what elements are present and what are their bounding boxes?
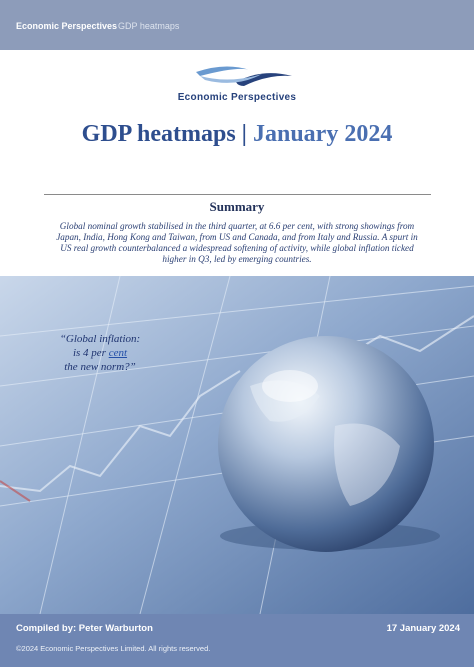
quote-line: is 4 per cent bbox=[40, 346, 160, 360]
copyright: ©2024 Economic Perspectives Limited. All… bbox=[16, 644, 211, 653]
divider bbox=[44, 194, 431, 195]
footer: Compiled by: Peter Warburton 17 January … bbox=[0, 614, 474, 667]
compiled-by: Compiled by: Peter Warburton bbox=[16, 623, 153, 634]
summary-heading: Summary bbox=[209, 199, 265, 214]
quote-link[interactable]: cent bbox=[108, 347, 128, 359]
quote: “Global inflation: is 4 per cent the new… bbox=[40, 332, 160, 374]
quote-line: “Global inflation: bbox=[59, 333, 141, 345]
title-date: January 2024 bbox=[252, 121, 393, 147]
header-brand: Economic Perspectives bbox=[16, 21, 118, 31]
top-bar: Economic Perspectives GDP heatmaps bbox=[0, 0, 474, 50]
title-main: GDP heatmaps | bbox=[81, 121, 253, 147]
cover-photo bbox=[0, 276, 474, 614]
logo-text: Economic Perspectives bbox=[177, 92, 297, 103]
header-section: GDP heatmaps bbox=[118, 21, 180, 31]
quote-line: the new norm?” bbox=[64, 361, 136, 373]
logo-swoosh bbox=[196, 66, 292, 86]
title: GDP heatmaps | January 2024 bbox=[0, 121, 474, 148]
summary-text: Global nominal growth stabilised in the … bbox=[56, 221, 418, 264]
quote-text: is 4 per bbox=[72, 347, 109, 359]
publish-date: 17 January 2024 bbox=[386, 623, 460, 634]
